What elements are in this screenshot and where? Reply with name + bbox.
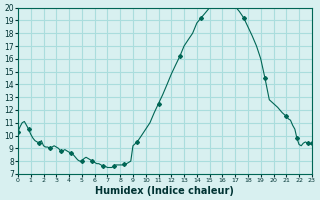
- X-axis label: Humidex (Indice chaleur): Humidex (Indice chaleur): [95, 186, 234, 196]
